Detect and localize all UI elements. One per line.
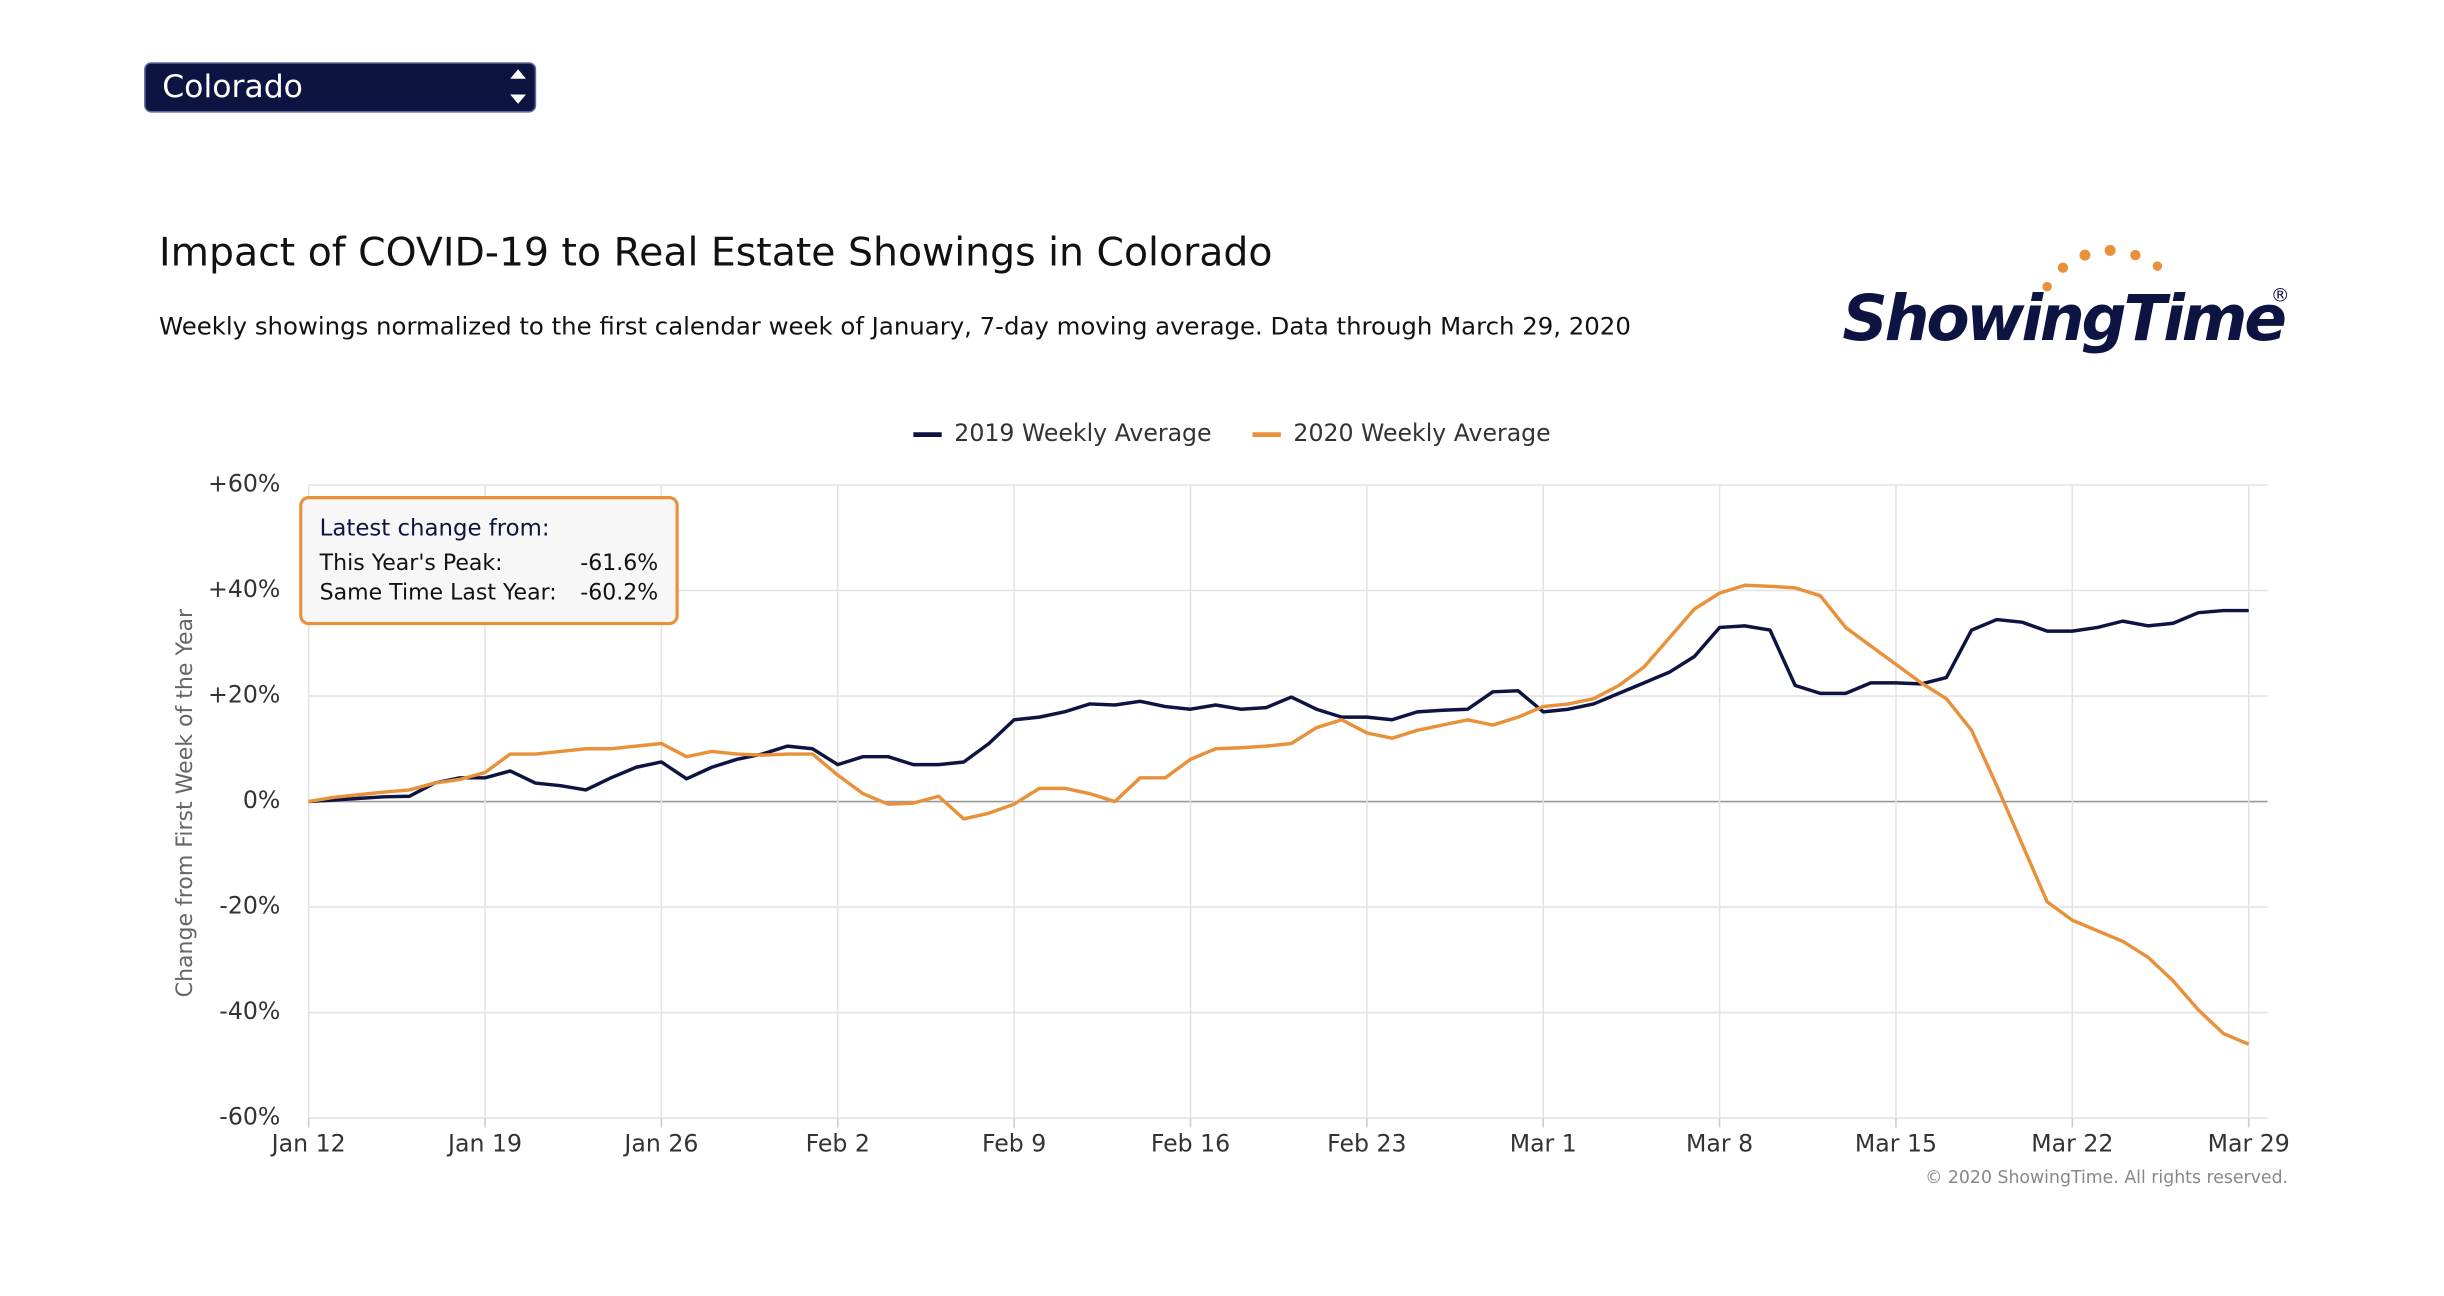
chart-subtitle: Weekly showings normalized to the first … bbox=[159, 312, 1631, 341]
x-tick-label: Jan 19 bbox=[446, 1129, 522, 1157]
x-tick-label: Jan 12 bbox=[270, 1129, 346, 1157]
annotation-box: Latest change from: This Year's Peak: -6… bbox=[299, 496, 679, 626]
annotation-value: -60.2% bbox=[580, 581, 658, 606]
x-tick-label: Feb 2 bbox=[806, 1129, 870, 1157]
chart-title: Impact of COVID-19 to Real Estate Showin… bbox=[159, 230, 1272, 276]
region-selector[interactable]: Colorado bbox=[144, 62, 537, 113]
annotation-label: This Year's Peak: bbox=[319, 551, 503, 576]
legend-label: 2020 Weekly Average bbox=[1293, 419, 1550, 447]
x-tick-label: Feb 16 bbox=[1151, 1129, 1230, 1157]
y-axis-label: Change from First Week of the Year bbox=[173, 608, 198, 997]
x-tick-label: Mar 22 bbox=[2031, 1129, 2113, 1157]
x-tick-label: Jan 26 bbox=[622, 1129, 698, 1157]
legend-label: 2019 Weekly Average bbox=[954, 419, 1211, 447]
copyright: © 2020 ShowingTime. All rights reserved. bbox=[1925, 1168, 2288, 1188]
x-tick-label: Mar 15 bbox=[1855, 1129, 1937, 1157]
y-tick-label: +40% bbox=[208, 575, 280, 603]
y-tick-label: 0% bbox=[243, 786, 280, 814]
x-tick-label: Mar 29 bbox=[2208, 1129, 2290, 1157]
annotation-frame bbox=[299, 496, 679, 626]
plot-area: -60% -40% -20% 0% +20% +40% +60% Jan 12 Jan 19 Ja… bbox=[208, 419, 2290, 1157]
y-tick-label: -60% bbox=[219, 1103, 280, 1131]
x-tick-label: Feb 9 bbox=[982, 1129, 1046, 1157]
annotation-title: Latest change from: bbox=[320, 516, 550, 542]
annotation-label: Same Time Last Year: bbox=[320, 581, 557, 606]
selector-box[interactable] bbox=[144, 62, 537, 113]
y-tick-label: -40% bbox=[219, 997, 280, 1025]
logo-dots bbox=[2042, 244, 2163, 292]
x-tick-label: Mar 1 bbox=[1510, 1129, 1577, 1157]
logo: ShowingTime ® bbox=[1842, 244, 2290, 355]
y-tick-label: -20% bbox=[219, 892, 280, 920]
y-tick-label: +60% bbox=[208, 470, 280, 498]
series-line bbox=[308, 608, 2249, 804]
x-tick-label: Feb 23 bbox=[1327, 1129, 1406, 1157]
x-tick-label: Mar 8 bbox=[1686, 1129, 1753, 1157]
annotation-value: -61.6% bbox=[580, 551, 658, 576]
selector-arrows bbox=[510, 69, 526, 104]
y-tick-label: +20% bbox=[208, 681, 280, 709]
selector-value[interactable]: Colorado bbox=[162, 69, 303, 105]
series-line bbox=[308, 583, 2250, 1046]
logo-text: ShowingTime bbox=[1842, 282, 2285, 355]
logo-registered: ® bbox=[2271, 285, 2290, 307]
